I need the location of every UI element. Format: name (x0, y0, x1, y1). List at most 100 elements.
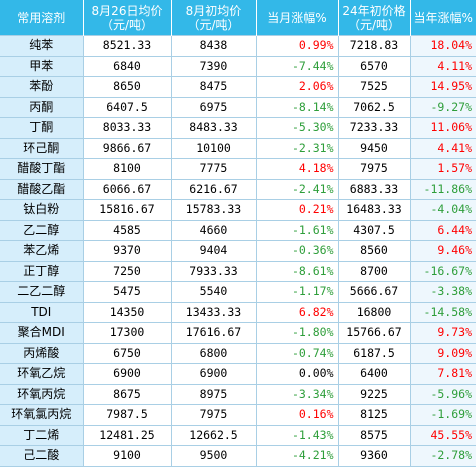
table-row: 苯乙烯 9370 9404 -0.36% 8560 9.46% (0, 240, 476, 261)
year-change-cell: 4.41% (410, 137, 476, 159)
solvent-name-cell: 己二酸 (0, 445, 84, 467)
table-row: TDI 14350 13433.33 6.82% 16800 -14.58% (0, 301, 476, 323)
aug-start-price-cell: 6975 (171, 96, 257, 118)
month-change-cell: 6.82% (256, 301, 339, 323)
year-change-cell: -3.38% (410, 281, 476, 302)
aug-start-price-cell: 13433.33 (171, 301, 257, 323)
year-change-cell: -1.69% (410, 404, 476, 425)
aug-start-price-cell: 5540 (171, 281, 257, 302)
solvent-name-cell: 乙二醇 (0, 219, 84, 241)
header-aug26-price: 8月26日均价 （元/吨） (83, 0, 172, 36)
header-solvent: 常用溶剂 (0, 0, 84, 36)
month-change-cell: -0.74% (256, 342, 339, 364)
header-label: 24年初价格 （元/吨） (342, 3, 406, 32)
month-change-cell: 0.99% (256, 35, 339, 56)
header-y24-start-price: 24年初价格 （元/吨） (338, 0, 411, 36)
month-change-cell: 2.06% (256, 76, 339, 97)
solvent-name-cell: 环氧乙烷 (0, 363, 84, 384)
solvent-name-cell: 环氧氯丙烷 (0, 404, 84, 425)
month-change-cell: -0.36% (256, 240, 339, 261)
solvent-name-cell: 苯酚 (0, 76, 84, 97)
month-change-cell: -1.80% (256, 322, 339, 343)
month-change-cell: 0.00% (256, 363, 339, 384)
solvent-name-cell: 钛白粉 (0, 199, 84, 220)
aug-start-price-cell: 7975 (171, 404, 257, 425)
table-row: 纯苯 8521.33 8438 0.99% 7218.83 18.04% (0, 35, 476, 56)
y24-start-price-cell: 8700 (338, 260, 411, 282)
solvent-name-cell: 环氧丙烷 (0, 383, 84, 405)
header-label: 当月涨幅% (267, 10, 327, 25)
aug26-price-cell: 5475 (83, 281, 172, 302)
aug26-price-cell: 4585 (83, 219, 172, 241)
header-label: 8月26日均价 （元/吨） (91, 3, 163, 32)
y24-start-price-cell: 8560 (338, 240, 411, 261)
solvent-name-cell: 正丁醇 (0, 260, 84, 282)
aug-start-price-cell: 17616.67 (171, 322, 257, 343)
header-aug-start-price: 8月初均价 （元/吨） (171, 0, 257, 36)
aug26-price-cell: 8033.33 (83, 117, 172, 138)
month-change-cell: -2.41% (256, 178, 339, 200)
y24-start-price-cell: 6187.5 (338, 342, 411, 364)
y24-start-price-cell: 15766.67 (338, 322, 411, 343)
aug26-price-cell: 6840 (83, 55, 172, 77)
solvent-name-cell: 甲苯 (0, 55, 84, 77)
year-change-cell: 9.46% (410, 240, 476, 261)
year-change-cell: 45.55% (410, 424, 476, 446)
aug-start-price-cell: 6216.67 (171, 178, 257, 200)
aug-start-price-cell: 7775 (171, 158, 257, 179)
year-change-cell: 9.73% (410, 322, 476, 343)
aug-start-price-cell: 8475 (171, 76, 257, 97)
solvent-name-cell: 丁二烯 (0, 424, 84, 446)
header-year-change: 当年涨幅% (410, 0, 476, 36)
y24-start-price-cell: 7062.5 (338, 96, 411, 118)
table-row: 环氧丙烷 8675 8975 -3.34% 9225 -5.96% (0, 383, 476, 405)
header-month-change: 当月涨幅% (256, 0, 339, 36)
aug-start-price-cell: 7390 (171, 55, 257, 77)
month-change-cell: -3.34% (256, 383, 339, 405)
header-row: 常用溶剂 8月26日均价 （元/吨） 8月初均价 （元/吨） 当月涨幅% 24年初价… (0, 0, 476, 36)
year-change-cell: -16.67% (410, 260, 476, 282)
y24-start-price-cell: 9360 (338, 445, 411, 467)
year-change-cell: 9.09% (410, 342, 476, 364)
aug26-price-cell: 9370 (83, 240, 172, 261)
table-row: 丙酮 6407.5 6975 -8.14% 7062.5 -9.27% (0, 96, 476, 118)
aug26-price-cell: 6750 (83, 342, 172, 364)
year-change-cell: 7.81% (410, 363, 476, 384)
aug26-price-cell: 9866.67 (83, 137, 172, 159)
year-change-cell: -9.27% (410, 96, 476, 118)
aug26-price-cell: 6900 (83, 363, 172, 384)
year-change-cell: 14.95% (410, 76, 476, 97)
month-change-cell: 0.16% (256, 404, 339, 425)
table-row: 丙烯酸 6750 6800 -0.74% 6187.5 9.09% (0, 342, 476, 364)
aug26-price-cell: 12481.25 (83, 424, 172, 446)
aug-start-price-cell: 10100 (171, 137, 257, 159)
aug-start-price-cell: 9404 (171, 240, 257, 261)
solvent-name-cell: 环己酮 (0, 137, 84, 159)
year-change-cell: 6.44% (410, 219, 476, 241)
aug-start-price-cell: 8483.33 (171, 117, 257, 138)
table-row: 环己酮 9866.67 10100 -2.31% 9450 4.41% (0, 137, 476, 159)
aug-start-price-cell: 8975 (171, 383, 257, 405)
table-row: 丁二烯 12481.25 12662.5 -1.43% 8575 45.55% (0, 424, 476, 446)
table-row: 己二酸 9100 9500 -4.21% 9360 -2.78% (0, 445, 476, 467)
aug26-price-cell: 15816.67 (83, 199, 172, 220)
solvent-name-cell: 苯乙烯 (0, 240, 84, 261)
solvent-name-cell: 纯苯 (0, 35, 84, 56)
solvent-name-cell: 丁酮 (0, 117, 84, 138)
aug26-price-cell: 8675 (83, 383, 172, 405)
aug-start-price-cell: 8438 (171, 35, 257, 56)
aug-start-price-cell: 6800 (171, 342, 257, 364)
month-change-cell: -1.43% (256, 424, 339, 446)
solvent-name-cell: 醋酸乙酯 (0, 178, 84, 200)
y24-start-price-cell: 7218.83 (338, 35, 411, 56)
aug26-price-cell: 6407.5 (83, 96, 172, 118)
table-row: 环氧乙烷 6900 6900 0.00% 6400 7.81% (0, 363, 476, 384)
year-change-cell: -11.86% (410, 178, 476, 200)
y24-start-price-cell: 16800 (338, 301, 411, 323)
year-change-cell: 4.11% (410, 55, 476, 77)
table-row: 醋酸乙酯 6066.67 6216.67 -2.41% 6883.33 -11.86% (0, 178, 476, 200)
y24-start-price-cell: 6400 (338, 363, 411, 384)
y24-start-price-cell: 7525 (338, 76, 411, 97)
header-label: 8月初均价 （元/吨） (185, 3, 242, 32)
y24-start-price-cell: 8575 (338, 424, 411, 446)
